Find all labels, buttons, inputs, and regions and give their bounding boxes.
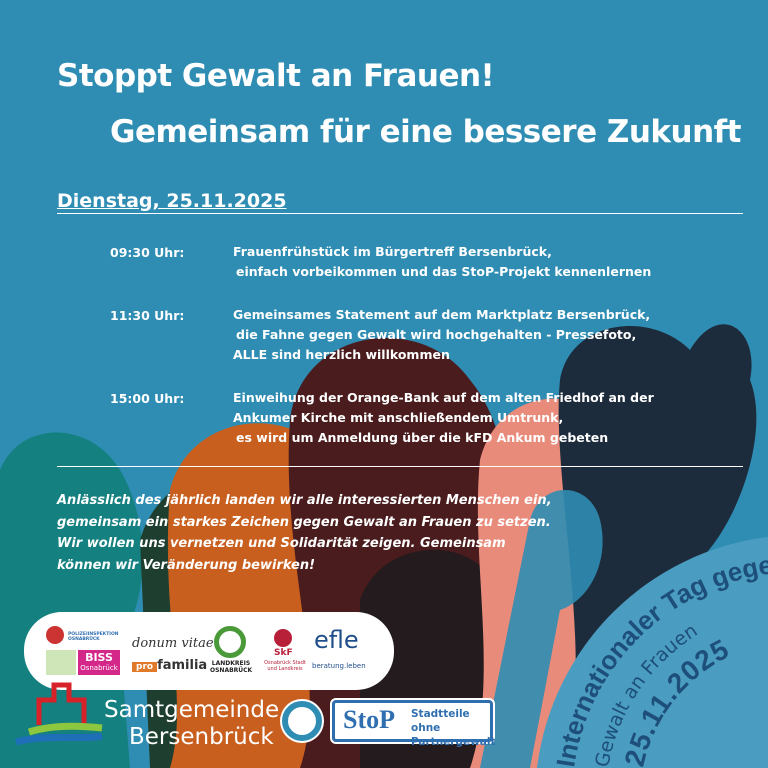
desc-line: Gemeinsames Statement auf dem Marktplatz… — [233, 307, 651, 322]
stop-text: StoP — [343, 705, 395, 734]
para-line: können wir Veränderung bewirken! — [57, 557, 316, 573]
schedule-time: 09:30 Uhr: — [110, 245, 185, 260]
title-line1: Stoppt Gewalt an Frauen! — [57, 58, 495, 94]
biss-sub: Osnabrück — [80, 664, 118, 672]
title-line2: Gemeinsam für eine bessere Zukunft — [110, 114, 742, 150]
desc-line: ALLE sind herzlich willkommen — [233, 347, 450, 362]
intro-paragraph: Anlässlich des jährlich landen wir alle … — [57, 490, 552, 576]
sg-line2: Bersenbrück — [129, 724, 274, 750]
date-heading: Dienstag, 25.11.2025 — [57, 190, 287, 212]
samtgemeinde-name: Samtgemeinde Bersenbrück — [104, 697, 279, 751]
logo-skf: SkF — [274, 648, 293, 658]
stop-logo: StoP Stadtteile ohne Partnergewalt — [330, 698, 496, 748]
logo-donum-vitae: donum vitae — [132, 636, 214, 651]
para-line: Wir wollen uns vernetzen und Solidarität… — [57, 536, 506, 551]
stop-line1: Stadtteile ohne — [411, 708, 470, 734]
desc-line: Ankumer Kirche mit anschließendem Umtrun… — [233, 410, 564, 425]
skf-emblem-icon — [274, 629, 292, 647]
schedule-time: 11:30 Uhr: — [110, 308, 185, 323]
logo-efle: efle — [314, 626, 359, 654]
logo-profamilia: pro familia — [132, 658, 207, 673]
divider — [57, 213, 743, 214]
schedule-time: 15:00 Uhr: — [110, 391, 185, 406]
landkreis-ring-icon — [214, 626, 246, 658]
silhouette-blue — [480, 490, 603, 768]
leaf-icon — [46, 650, 76, 675]
para-line: gemeinsam ein starkes Zeichen gegen Gewa… — [57, 514, 551, 530]
logo-landkreis: LANDKREIS OSNABRÜCK — [210, 660, 253, 674]
police-star-icon — [46, 626, 64, 644]
desc-line: einfach vorbeikommen und das StoP-Projek… — [236, 264, 652, 279]
familia-text: familia — [157, 658, 208, 673]
schedule-description: Einweihung der Orange-Bank auf dem alten… — [233, 388, 654, 448]
desc-line: die Fahne gegen Gewalt wird hochgehalten… — [236, 327, 637, 342]
schedule-description: Gemeinsames Statement auf dem Marktplatz… — [233, 305, 650, 365]
logo-polizei: POLIZEIINSPEKTION OSNABRÜCK — [68, 632, 119, 642]
efle-sub: beratung.leben — [312, 662, 366, 670]
desc-line: es wird um Anmeldung über die kFD Ankum … — [236, 430, 609, 445]
desc-line: Einweihung der Orange-Bank auf dem alten… — [233, 390, 654, 405]
logo-biss: BISS Osnabrück — [78, 650, 120, 675]
para-line: Anlässlich des jährlich landen wir alle … — [57, 493, 552, 508]
sg-line1: Samtgemeinde — [104, 697, 280, 723]
desc-line: Frauenfrühstück im Bürgertreff Bersenbrü… — [233, 244, 552, 259]
biss-text: BISS — [85, 651, 113, 664]
badge-circle — [537, 537, 768, 768]
partner-logos: POLIZEIINSPEKTION OSNABRÜCK BISS Osnabrü… — [24, 612, 394, 690]
pro-text: pro — [132, 662, 158, 672]
skf-sub: Osnabrück Stadt und Landkreis — [264, 660, 306, 672]
ring-logo-icon — [282, 701, 322, 741]
stop-tagline: Stadtteile ohne Partnergewalt — [411, 707, 496, 749]
stop-line2: Partnergewalt — [411, 736, 496, 748]
divider — [57, 466, 743, 467]
schedule-description: Frauenfrühstück im Bürgertreff Bersenbrü… — [233, 242, 651, 282]
samtgemeinde-logo-icon — [15, 682, 103, 746]
